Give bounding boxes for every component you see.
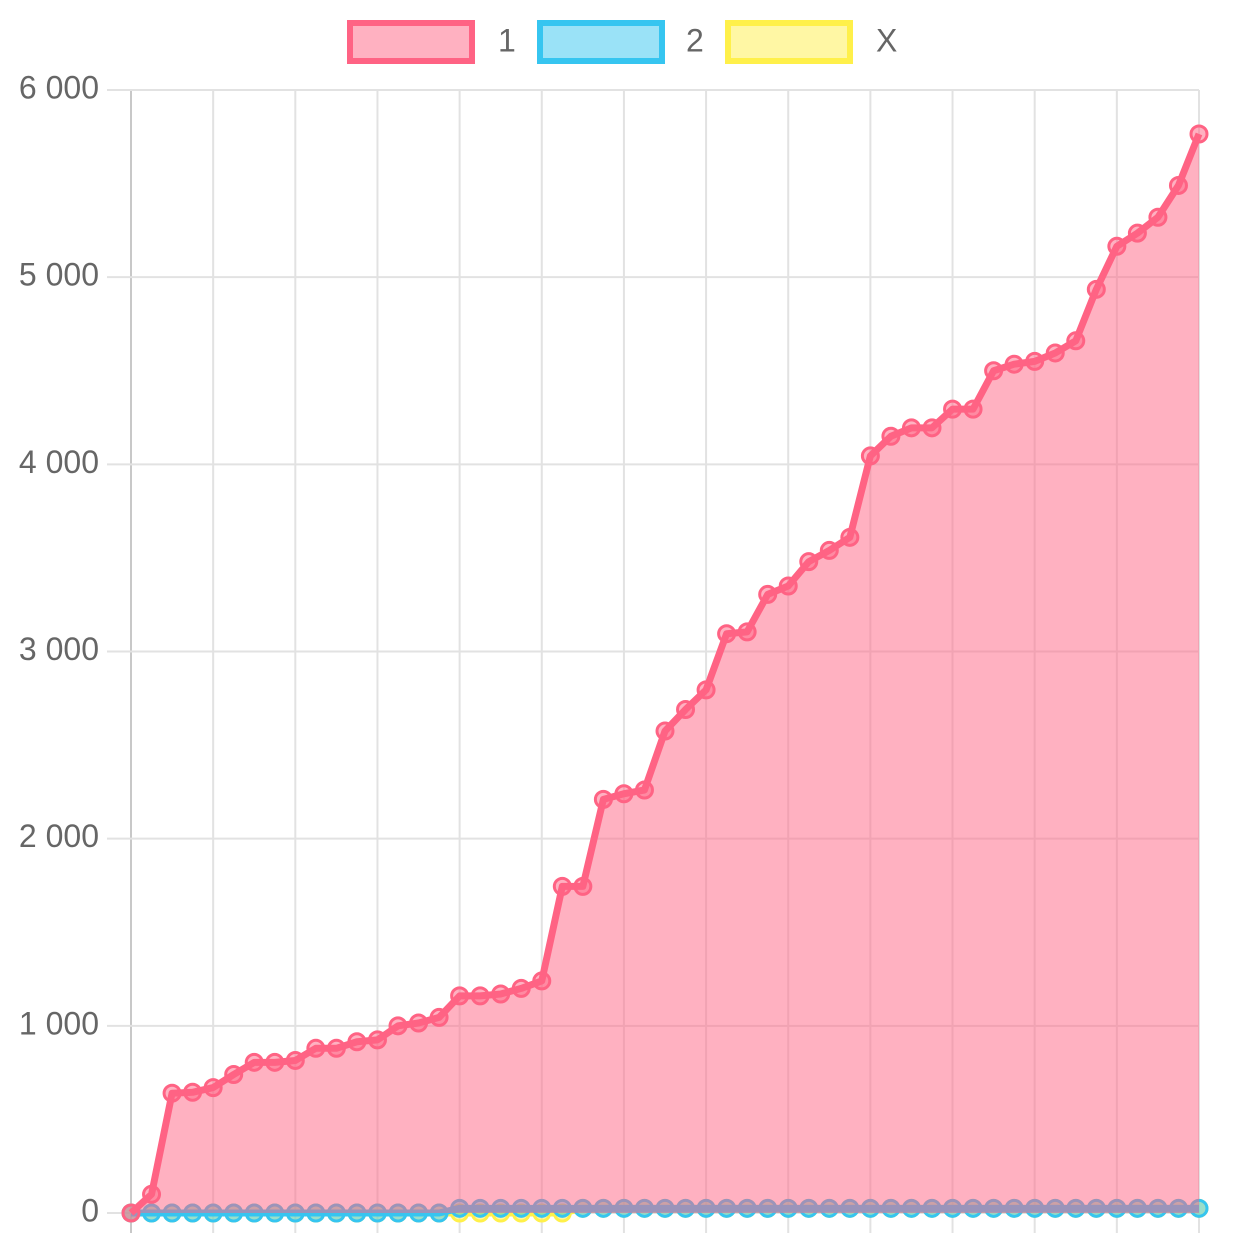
point [285,1050,305,1070]
point [881,426,901,446]
point [799,552,819,572]
point [1004,354,1024,374]
y-tick-label: 6 000 [19,69,99,105]
point [1168,175,1188,195]
y-tick-label: 3 000 [19,631,99,667]
point [388,1016,408,1036]
point [224,1064,244,1084]
point [511,978,531,998]
point [244,1052,264,1072]
point [306,1038,326,1058]
series [121,124,1209,1223]
point [860,446,880,466]
point [183,1082,203,1102]
point [901,418,921,438]
point [450,986,470,1006]
point [1107,236,1127,256]
point [593,789,613,809]
point [655,721,675,741]
point [614,784,634,804]
point [121,1203,141,1223]
legend-swatch [537,20,665,64]
y-tick-label: 2 000 [19,818,99,854]
point [491,984,511,1004]
y-tick-label: 1 000 [19,1005,99,1041]
point [203,1078,223,1098]
y-tick-label: 4 000 [19,444,99,480]
point [758,584,778,604]
point [840,527,860,547]
legend-swatch [725,20,853,64]
point [429,1007,449,1027]
point [1189,124,1209,144]
point [963,399,983,419]
point [1148,207,1168,227]
legend-label: 1 [498,22,516,58]
point [922,418,942,438]
point [696,680,716,700]
y-tick-label: 5 000 [19,257,99,293]
point [717,624,737,644]
point [1045,343,1065,363]
point [162,1083,182,1103]
point [676,700,696,720]
point [778,576,798,596]
point [1025,351,1045,371]
point [1127,223,1147,243]
point [943,399,963,419]
point [409,1013,429,1033]
point [984,361,1004,381]
point [573,876,593,896]
point [819,540,839,560]
area [131,133,1199,1214]
legend-swatch [347,20,475,64]
point [265,1052,285,1072]
legend-label: 2 [686,22,704,58]
legend-label: X [876,22,897,58]
point [367,1030,387,1050]
point [532,971,552,991]
point [470,986,490,1006]
point [1086,279,1106,299]
point [326,1038,346,1058]
point [634,780,654,800]
point [552,876,572,896]
y-tick-label: 0 [81,1192,99,1228]
point [737,622,757,642]
point [347,1032,367,1052]
point [142,1184,162,1204]
point [1066,331,1086,351]
